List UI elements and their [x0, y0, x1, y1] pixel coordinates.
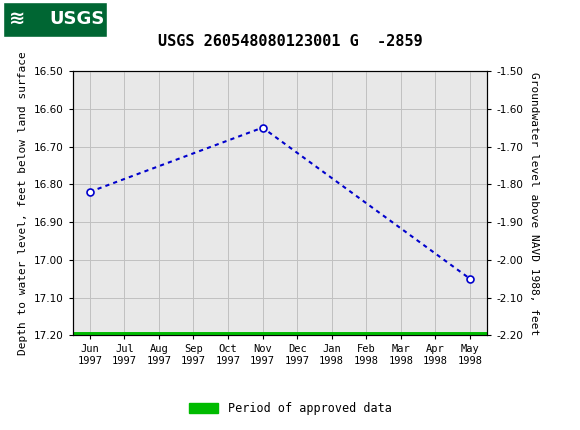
- Text: USGS 260548080123001 G  -2859: USGS 260548080123001 G -2859: [158, 34, 422, 49]
- Text: USGS: USGS: [49, 9, 104, 28]
- Bar: [3, 2, 107, 37]
- Y-axis label: Depth to water level, feet below land surface: Depth to water level, feet below land su…: [18, 51, 28, 355]
- Legend: Period of approved data: Period of approved data: [184, 397, 396, 420]
- Text: ≋: ≋: [9, 9, 25, 28]
- Y-axis label: Groundwater level above NAVD 1988, feet: Groundwater level above NAVD 1988, feet: [528, 71, 539, 335]
